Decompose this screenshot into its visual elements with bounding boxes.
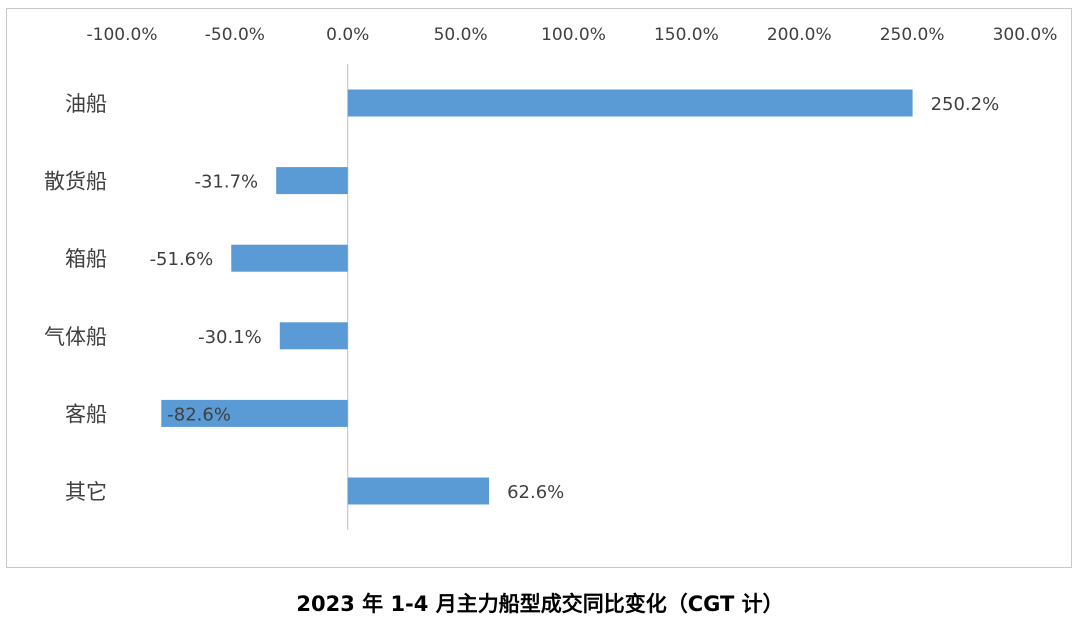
x-tick-label: 0.0%	[326, 25, 369, 45]
data-label: 250.2%	[931, 94, 1000, 115]
x-tick-label: 300.0%	[993, 25, 1058, 45]
x-tick-label: 150.0%	[654, 25, 719, 45]
x-tick-label: -50.0%	[205, 25, 265, 45]
category-label: 箱船	[65, 247, 107, 271]
x-tick-label: 250.0%	[880, 25, 945, 45]
bar	[279, 322, 348, 350]
bar	[231, 244, 348, 272]
category-label: 气体船	[44, 325, 107, 349]
x-tick-label: 50.0%	[434, 25, 488, 45]
bar	[161, 399, 348, 427]
x-tick-label: -100.0%	[87, 25, 158, 45]
chart-title: 2023 年 1-4 月主力船型成交同比变化（CGT 计）	[296, 592, 784, 616]
x-tick-label: 200.0%	[767, 25, 832, 45]
category-label: 客船	[65, 402, 107, 426]
x-tick-label: 100.0%	[541, 25, 606, 45]
category-label: 油船	[65, 92, 107, 116]
bar	[276, 167, 348, 195]
category-label: 其它	[65, 480, 107, 504]
data-label: 62.6%	[507, 482, 564, 503]
category-label: 散货船	[44, 170, 107, 194]
bar	[347, 89, 913, 117]
chart-plot: -100.0% -50.0% 0.0% 50.0% 100.0% 150.0% 200.0%…	[44, 25, 1058, 530]
data-label: -30.1%	[198, 327, 262, 348]
bar	[347, 477, 490, 505]
data-label: -31.7%	[194, 172, 258, 193]
data-label: -82.6%	[167, 404, 231, 425]
data-label: -51.6%	[150, 249, 214, 270]
